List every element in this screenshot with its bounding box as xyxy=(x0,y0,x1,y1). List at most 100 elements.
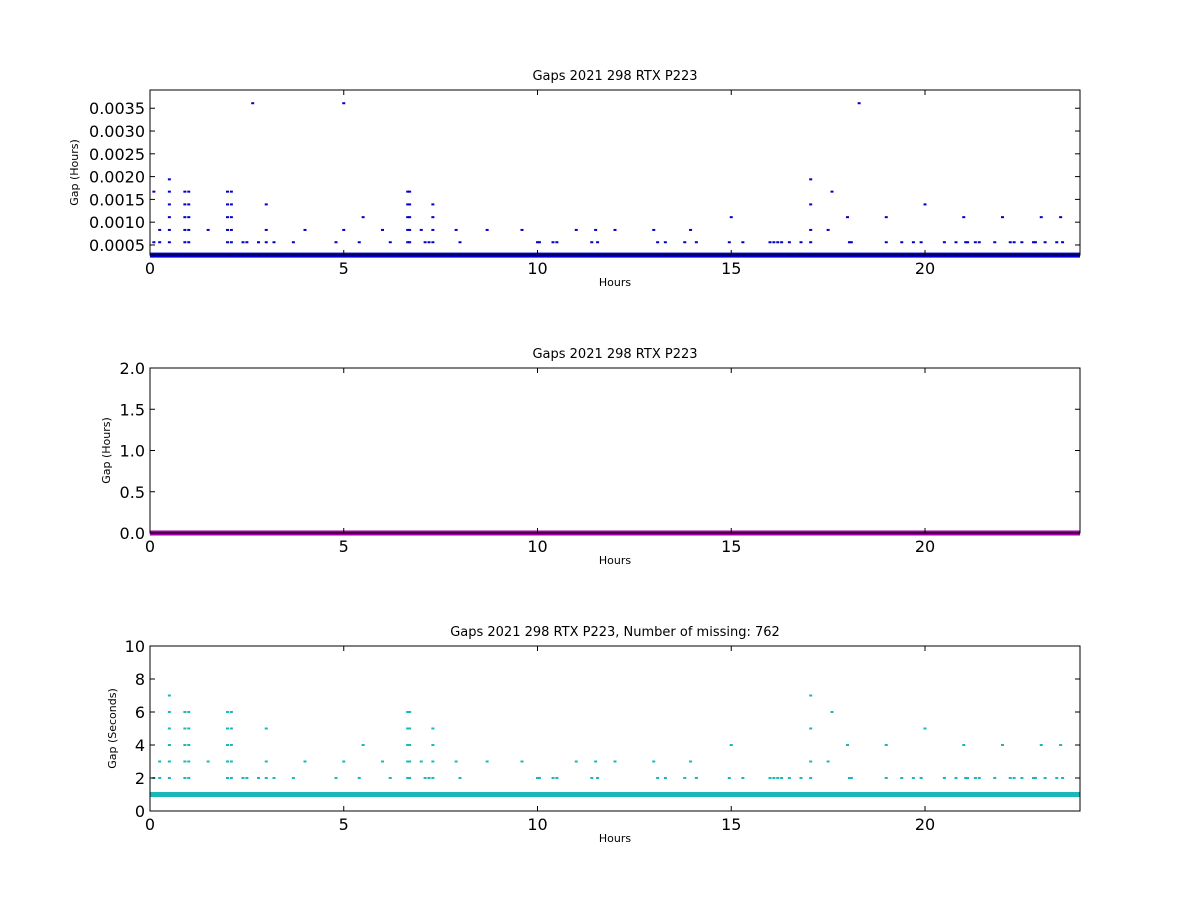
x-tick-label: 20 xyxy=(915,537,935,556)
data-point xyxy=(613,228,617,231)
data-point xyxy=(1008,777,1012,779)
y-tick-label: 0.0005 xyxy=(89,236,145,255)
data-point xyxy=(183,727,187,730)
data-point xyxy=(826,760,830,763)
data-point xyxy=(857,102,861,105)
data-point xyxy=(361,216,365,219)
data-point xyxy=(1061,777,1065,779)
data-point xyxy=(187,203,191,206)
data-point xyxy=(229,744,233,746)
data-point xyxy=(167,203,171,206)
data-point xyxy=(357,241,361,244)
data-point xyxy=(167,178,171,181)
data-point xyxy=(884,216,888,219)
data-point xyxy=(408,216,412,219)
data-point xyxy=(772,241,776,244)
data-point xyxy=(406,190,410,193)
x-tick-label: 10 xyxy=(527,259,547,278)
data-point xyxy=(431,203,435,206)
data-point xyxy=(406,760,410,763)
data-point xyxy=(663,777,667,779)
data-point xyxy=(663,241,667,244)
x-tick-label: 10 xyxy=(527,815,547,834)
data-point xyxy=(683,777,687,779)
data-point xyxy=(458,241,462,244)
data-point xyxy=(187,777,191,779)
data-point xyxy=(780,777,784,779)
data-point xyxy=(1032,777,1035,779)
data-point xyxy=(187,760,191,763)
y-axis-label: Gap (Seconds) xyxy=(106,688,119,769)
data-point xyxy=(419,760,423,763)
data-point xyxy=(187,190,191,193)
data-point xyxy=(551,241,555,244)
data-point xyxy=(884,777,888,779)
data-point xyxy=(911,241,915,244)
data-point xyxy=(241,241,245,244)
data-point xyxy=(183,777,187,779)
data-point xyxy=(809,694,813,697)
data-point xyxy=(847,777,851,779)
data-point xyxy=(1039,216,1043,219)
data-point xyxy=(741,777,745,779)
y-tick-label: 0.0 xyxy=(120,524,145,543)
data-point xyxy=(167,777,171,779)
y-tick-label: 2 xyxy=(135,769,145,788)
data-point xyxy=(555,241,559,244)
data-point xyxy=(167,727,171,730)
plot-frame xyxy=(149,89,1081,256)
plot-frame xyxy=(149,367,1081,534)
data-point xyxy=(334,241,338,244)
data-point xyxy=(768,241,772,244)
data-point xyxy=(167,711,171,713)
data-point xyxy=(799,241,803,244)
data-point xyxy=(689,760,693,763)
data-point xyxy=(206,760,210,763)
data-point xyxy=(485,228,489,231)
data-point xyxy=(574,760,578,763)
data-point xyxy=(251,102,255,105)
data-point xyxy=(419,228,423,231)
data-point xyxy=(1008,241,1012,244)
data-point xyxy=(787,241,791,244)
data-point xyxy=(158,228,162,231)
data-point xyxy=(183,203,187,206)
data-point xyxy=(1001,216,1004,219)
data-point xyxy=(357,777,361,779)
data-point xyxy=(431,777,435,779)
chart-title: Gaps 2021 298 RTX P223, Number of missin… xyxy=(450,625,780,640)
data-point xyxy=(303,760,307,763)
y-tick-label: 1.0 xyxy=(120,442,145,461)
data-point xyxy=(772,777,776,779)
data-point xyxy=(1059,216,1063,219)
data-point xyxy=(408,777,412,779)
data-point xyxy=(206,228,210,231)
data-point xyxy=(272,241,276,244)
data-point xyxy=(683,241,687,244)
data-point xyxy=(408,228,412,231)
data-point xyxy=(964,241,968,244)
data-point xyxy=(342,760,346,763)
data-point xyxy=(431,241,435,244)
data-point xyxy=(919,241,923,244)
data-point xyxy=(152,241,156,244)
data-point xyxy=(923,203,927,206)
data-point xyxy=(596,777,600,779)
data-point xyxy=(226,711,229,713)
data-point xyxy=(964,777,968,779)
data-point xyxy=(264,727,268,730)
data-point xyxy=(846,744,849,746)
data-point xyxy=(729,744,733,746)
data-point xyxy=(408,711,412,713)
plot-frame xyxy=(149,645,1081,812)
data-point xyxy=(809,203,813,206)
data-point xyxy=(809,228,813,231)
y-tick-label: 2.0 xyxy=(120,359,145,378)
data-point xyxy=(229,203,233,206)
y-tick-label: 4 xyxy=(135,736,145,755)
x-tick-label: 15 xyxy=(721,537,741,556)
data-point xyxy=(167,760,171,763)
data-point xyxy=(520,228,524,231)
data-point xyxy=(183,190,187,193)
data-point xyxy=(884,241,888,244)
